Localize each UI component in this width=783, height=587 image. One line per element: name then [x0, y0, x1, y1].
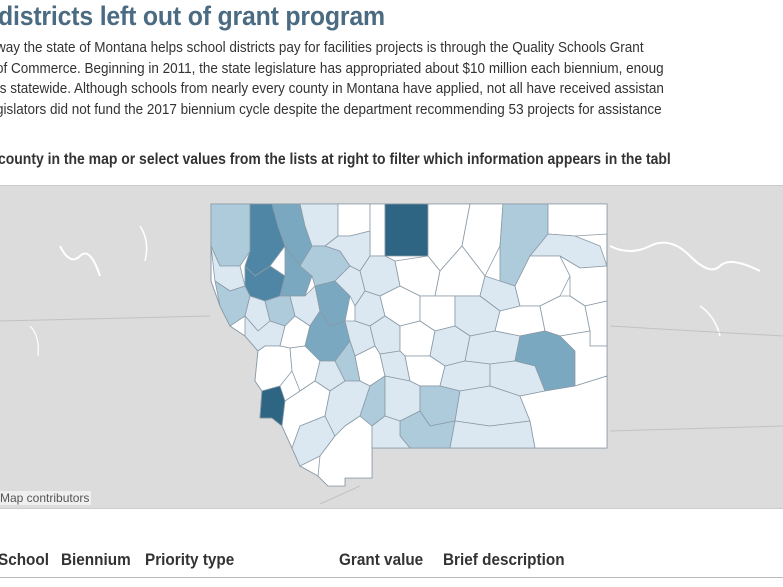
- county-region[interactable]: [519, 375, 608, 449]
- county-layer[interactable]: [210, 203, 608, 487]
- column-header-biennium[interactable]: Biennium: [61, 550, 131, 569]
- county-region[interactable]: [559, 330, 608, 387]
- county-region[interactable]: [369, 203, 386, 257]
- intro-line: of Commerce. Beginning in 2011, the stat…: [0, 59, 664, 77]
- county-region[interactable]: [461, 203, 504, 277]
- river-line: [139, 225, 148, 262]
- map-attribution[interactable]: Map contributors: [0, 491, 92, 505]
- montana-county-map[interactable]: Map contributors: [0, 185, 783, 509]
- map-canvas[interactable]: [0, 186, 783, 508]
- intro-line: way the state of Montana helps school di…: [0, 39, 644, 56]
- page-title: districts left out of grant program: [0, 1, 385, 31]
- state-border: [319, 485, 361, 505]
- river-line: [609, 241, 761, 272]
- county-region[interactable]: [547, 203, 608, 237]
- state-border: [609, 425, 783, 432]
- intro-paragraph: way the state of Montana helps school di…: [0, 38, 783, 120]
- county-region[interactable]: [384, 203, 429, 257]
- state-border: [0, 315, 211, 322]
- column-header-priority-type[interactable]: Priority type: [145, 550, 235, 569]
- river-line: [29, 325, 39, 357]
- county-region[interactable]: [337, 203, 371, 237]
- column-header-grant-value[interactable]: Grant value: [339, 550, 424, 569]
- table-header-row: School Biennium Priority type Grant valu…: [0, 550, 783, 576]
- column-header-school[interactable]: School: [0, 550, 50, 569]
- intro-line: ts statewide. Although schools from near…: [0, 80, 664, 97]
- county-region[interactable]: [464, 330, 521, 365]
- intro-line: gislators did not fund the 2017 biennium…: [0, 100, 662, 118]
- column-header-brief-description[interactable]: Brief description: [443, 550, 565, 569]
- river-line: [59, 245, 101, 277]
- county-region[interactable]: [439, 360, 491, 392]
- county-region[interactable]: [494, 305, 546, 337]
- county-region[interactable]: [210, 203, 251, 267]
- map-instruction: county in the map or select values from …: [0, 151, 671, 168]
- table-header-rule: [0, 577, 783, 578]
- state-border: [609, 325, 783, 337]
- county-region[interactable]: [371, 415, 411, 449]
